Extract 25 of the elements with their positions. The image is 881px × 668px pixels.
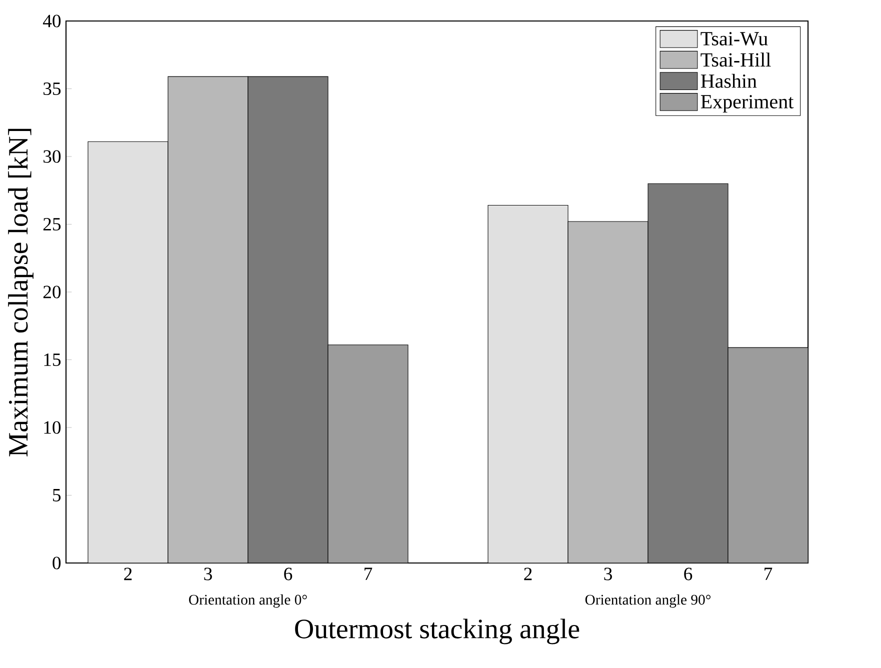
x-tick-label: 3: [204, 568, 212, 580]
x-tick-label: 6: [284, 568, 292, 580]
x-tick-label: 2: [524, 568, 532, 580]
y-tick-label: 20: [43, 286, 61, 298]
legend-label: Tsai-Hill: [700, 52, 771, 67]
legend-label: Experiment: [700, 95, 794, 113]
x-tick-label: 6: [684, 568, 692, 580]
x-tick-label: 7: [364, 568, 372, 580]
text: Orientation angle 90°: [585, 594, 711, 608]
y-tick-label: 30: [44, 150, 61, 163]
x-axis-title: Outermost stacking angle: [295, 618, 580, 644]
x-tick-label: 3: [604, 568, 612, 580]
y-axis-title: Maximum collapse load [kN]: [8, 128, 34, 456]
x-tick-label: 2: [124, 568, 132, 580]
y-tick-label: 10: [44, 421, 61, 434]
y-tick-label: 5: [53, 489, 61, 502]
y-tick-label: 15: [44, 353, 61, 366]
y-tick-label: 40: [42, 14, 61, 28]
legend-label: Tsai-Wu: [700, 32, 768, 46]
text: Orientation angle 0°: [189, 594, 307, 608]
y-tick-label: 35: [44, 82, 61, 96]
y-tick-label: 0: [52, 556, 61, 570]
y-tick-label: 25: [43, 218, 61, 231]
x-tick-label: 7: [764, 568, 772, 580]
legend-label: Hashin: [700, 74, 757, 88]
